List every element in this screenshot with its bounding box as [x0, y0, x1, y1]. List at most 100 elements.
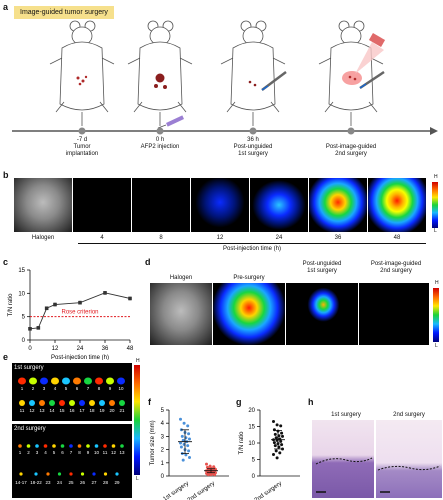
x-tick-label: 48	[127, 346, 134, 352]
colorbar-e-high: H	[136, 358, 140, 364]
specimen	[46, 472, 50, 476]
d-label-pre-surgery: Pre-surgery	[233, 275, 265, 281]
data-point	[28, 327, 32, 331]
specimen-number: 6	[76, 386, 79, 391]
specimen	[69, 472, 73, 476]
fluorescence-image-36h	[309, 178, 367, 232]
specimen-number: 12	[29, 408, 35, 413]
d-label-post-unguided: Post-unguided 1st surgery	[302, 261, 342, 274]
data-point	[205, 462, 208, 466]
specimen	[79, 400, 85, 406]
data-point	[279, 424, 283, 428]
y-tick-label: 20	[248, 408, 255, 414]
data-point	[187, 432, 191, 436]
x-tick-label: 0	[28, 346, 32, 352]
panel-a-banner: Image-guided tumor surgery	[14, 6, 114, 19]
specimen-number: 13	[119, 450, 125, 455]
specimen	[34, 472, 38, 476]
label-12h: 12	[216, 235, 224, 241]
specimen-number: 3	[43, 386, 46, 391]
panel-f-label: f	[148, 397, 151, 407]
h-right-label: 2nd surgery	[393, 412, 425, 418]
specimen	[40, 377, 48, 385]
data-point	[281, 447, 284, 451]
specimen-number: 4	[44, 450, 47, 455]
data-point	[186, 444, 190, 448]
y-tick-label: 4	[161, 421, 165, 427]
timeline-time: -7 d	[76, 137, 88, 143]
x-axis-title: Post-injection time (h)	[51, 355, 109, 360]
specimen-number: 24	[57, 480, 63, 485]
data-point	[274, 449, 278, 453]
y-tick-label: 0	[161, 474, 165, 480]
y-tick-label: 2	[161, 448, 165, 454]
data-point	[272, 441, 276, 445]
specimen-number: 3	[36, 450, 39, 455]
panel-e-label: e	[3, 352, 9, 362]
specimen	[51, 377, 59, 385]
data-point	[272, 420, 275, 424]
colorbar-d-high: H	[435, 280, 439, 286]
specimen-number: 2	[32, 386, 35, 391]
h-histology-right	[376, 420, 442, 498]
data-point	[279, 439, 283, 443]
data-point	[188, 437, 191, 441]
tumor-cells-dots	[76, 75, 88, 86]
data-point	[274, 436, 278, 440]
label-36h: 36	[334, 235, 342, 241]
specimen-number: 25	[68, 480, 74, 485]
specimen-number: 18	[89, 408, 95, 413]
label-4h: 4	[100, 235, 104, 241]
scalpel-icon-2	[359, 70, 385, 90]
h-tumor-boundary	[315, 457, 441, 493]
data-point	[180, 434, 184, 438]
specimen-number: 20	[109, 408, 115, 413]
y-tick-label: 0	[22, 338, 26, 344]
specimen	[84, 377, 92, 385]
y-axis-title: Tumor size (mm)	[150, 420, 156, 465]
y-axis-title: T/N ratio	[8, 293, 14, 317]
d-pre-surgery-image	[213, 283, 285, 345]
specimen-number: 18-22	[30, 480, 42, 485]
timeline-marker	[347, 127, 355, 135]
specimen	[69, 444, 73, 448]
colorbar-e-low: L	[136, 476, 139, 482]
panel-h-label: h	[308, 397, 314, 407]
timeline-marker	[156, 127, 164, 135]
specimen	[62, 377, 70, 385]
fluorescence-image-8h	[132, 178, 190, 232]
data-point	[179, 417, 182, 421]
data-point	[53, 302, 57, 307]
timeline-event: Tumor implantation	[65, 144, 99, 157]
specimen	[69, 400, 75, 406]
specimen	[35, 444, 39, 448]
label-halogen: Halogen	[31, 235, 55, 241]
fluorescence-glow	[342, 71, 362, 85]
specimen-number: 7	[87, 386, 90, 391]
chart-c: 0 5 10 15 0 12 24 36 48 Post-injection time (h) T/…	[8, 268, 134, 360]
specimen	[80, 472, 85, 476]
data-point	[181, 458, 185, 462]
data-point	[272, 453, 275, 457]
data-point	[128, 296, 132, 301]
specimen	[73, 377, 81, 385]
d-post-image-guided-image	[359, 283, 429, 345]
data-point	[273, 432, 277, 436]
y-tick-label: 15	[18, 268, 25, 274]
specimen-number: 26	[80, 480, 86, 485]
x-category-label: 2nd surgery	[254, 481, 283, 500]
data-point	[213, 473, 217, 477]
specimen-number: 28	[103, 480, 109, 485]
specimen	[77, 444, 82, 448]
panel-d-label: d	[145, 257, 151, 267]
specimen	[119, 400, 125, 406]
colorbar-d	[433, 288, 439, 342]
specimen-number: 4	[54, 386, 57, 391]
timeline-event: Post-unguided 1st surgery	[233, 144, 273, 157]
specimen-number: 9	[109, 386, 112, 391]
chart-g: 0 5 10 15 20 T/N ratio 2nd surgery	[239, 408, 300, 500]
specimen	[94, 444, 99, 448]
specimen-number: 5	[65, 386, 68, 391]
e-first-surgery-image	[12, 363, 132, 421]
y-tick-label: 15	[248, 425, 255, 431]
